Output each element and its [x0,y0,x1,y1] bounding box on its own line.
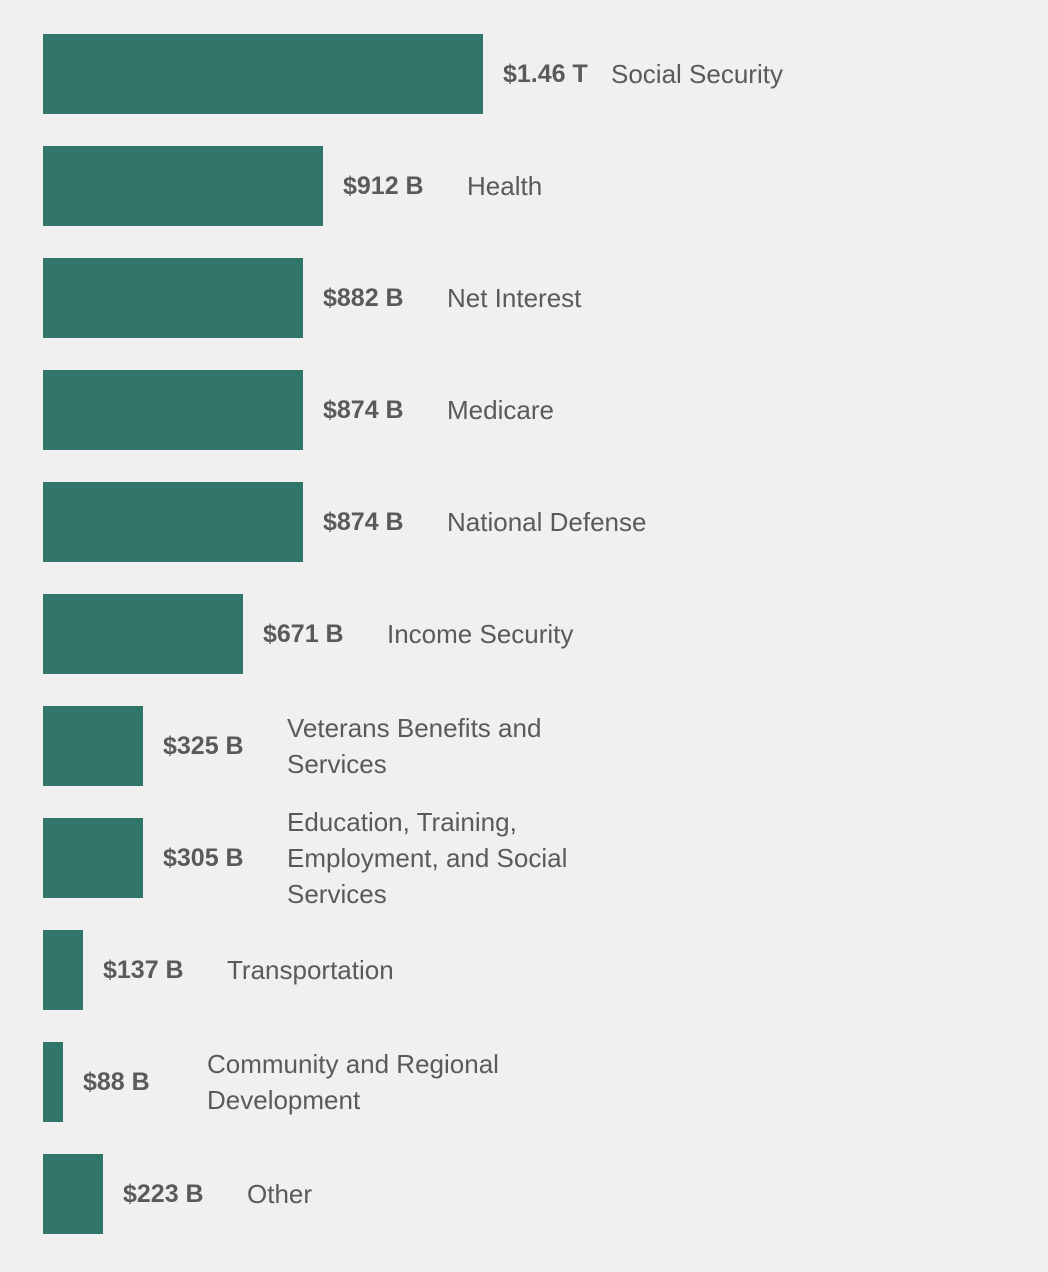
bar-row: $325 B Veterans Benefits and Services [0,706,1048,786]
bar-value-label: $223 B [123,1180,204,1208]
bar [43,370,303,450]
bar-row: $912 B Health [0,146,1048,226]
bar [43,1154,103,1234]
bar-category-label: Medicare [447,395,554,425]
bar-row: $874 B Medicare [0,370,1048,450]
bar [43,594,243,674]
bar-category-label: Income Security [387,619,574,649]
bar-category-label: Community and Regional Development [207,1049,499,1115]
bar-value-label: $874 B [323,396,404,424]
bar-category-label: Health [467,171,543,201]
bar-value-label: $305 B [163,844,244,872]
bar-value-label: $671 B [263,620,344,648]
bar [43,930,83,1010]
bar-row: $874 B National Defense [0,482,1048,562]
bar-category-label: Veterans Benefits and Services [287,713,542,779]
bar [43,706,143,786]
bar-row: $88 B Community and Regional Development [0,1042,1048,1122]
bar-value-label: $325 B [163,732,244,760]
bar-row: $137 B Transportation [0,930,1048,1010]
bar-category-label: Other [247,1179,313,1209]
bar-row: $305 B Education, Training, Employment, a… [0,807,1048,909]
bar-category-label: Education, Training, Employment, and Soc… [287,807,568,909]
bar [43,818,143,898]
bar-row: $671 B Income Security [0,594,1048,674]
bar [43,1042,63,1122]
bar-value-label: $88 B [83,1068,150,1096]
bar-value-label: $137 B [103,956,184,984]
bar-row: $223 B Other [0,1154,1048,1234]
bar-value-label: $912 B [343,172,424,200]
bar [43,258,303,338]
bar-value-label: $874 B [323,508,404,536]
bar-row: $1.46 T Social Security [0,34,1048,114]
bar-category-label: Net Interest [447,283,582,313]
bar-value-label: $882 B [323,284,404,312]
bar-category-label: Social Security [611,59,783,89]
bar-category-label: National Defense [447,507,647,537]
bar [43,146,323,226]
bar-value-label: $1.46 T [503,60,588,88]
bar [43,482,303,562]
bar-category-label: Transportation [227,955,394,985]
bar-row: $882 B Net Interest [0,258,1048,338]
bar [43,34,483,114]
